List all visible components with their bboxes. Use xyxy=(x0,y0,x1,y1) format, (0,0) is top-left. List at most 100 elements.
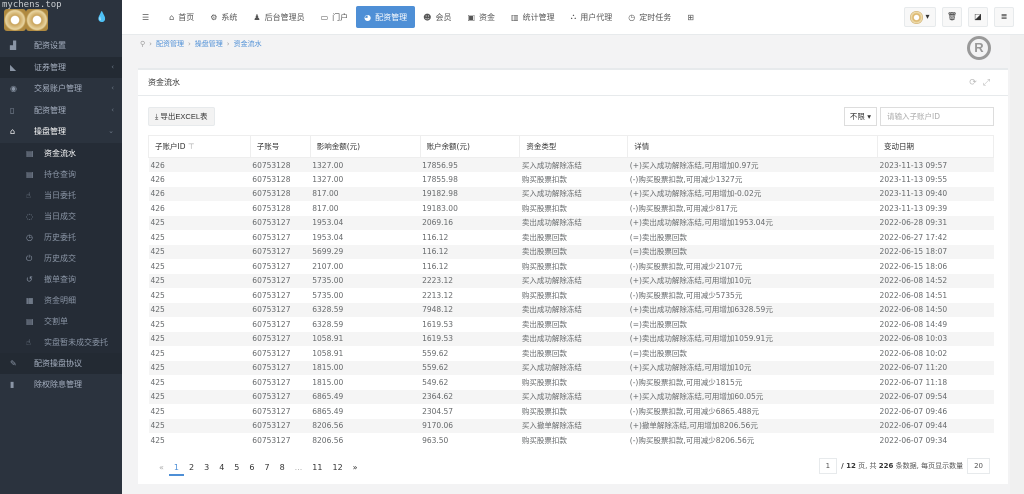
table-row[interactable]: 426 60753128 817.00 19183.00 购买股票扣款 (-)购买股票扣款… xyxy=(149,201,994,216)
submenu-item[interactable]: ◌ 当日成交 xyxy=(0,206,122,227)
nav-item[interactable]: ☻ 会员 xyxy=(423,12,452,22)
user-avatar-dropdown[interactable]: ▾ xyxy=(904,7,936,27)
nav-item[interactable]: ⌂ 首页 xyxy=(169,12,195,22)
column-header[interactable]: 影响金额(元) xyxy=(309,135,421,158)
menu-label: 配资管理 xyxy=(34,105,66,115)
export-excel-button[interactable]: ⤓ 导出EXCEL表 xyxy=(148,107,215,126)
table-cell: 2022-06-08 14:50 xyxy=(877,302,994,317)
menu-toggle-button[interactable]: ☰ xyxy=(134,6,161,28)
table-row[interactable]: 425 60753127 5735.00 2223.12 买入成功解除冻结 (+)买入成功… xyxy=(148,273,994,288)
page-size-input[interactable]: 20 xyxy=(967,458,990,474)
page-button[interactable]: 11 xyxy=(312,463,323,472)
table-row[interactable]: 425 60753127 6865.49 2304.57 购买股票扣款 (-)购买股票扣款… xyxy=(149,404,994,419)
sidebar-item[interactable]: ⌂ 操盘管理 ⌄ xyxy=(0,121,122,143)
nav-item[interactable]: ▥ 统计管理 xyxy=(511,12,555,22)
theme-drop-icon[interactable]: 💧 xyxy=(95,12,108,23)
breadcrumb-item[interactable]: 配资管理 xyxy=(155,40,184,48)
submenu-item[interactable]: ▤ 交割单 xyxy=(0,311,122,332)
page-button[interactable]: 6 xyxy=(249,463,255,472)
table-row[interactable]: 425 60753127 1815.00 559.62 买入成功解除冻结 (+)买入成功解… xyxy=(148,360,994,375)
sidebar-item[interactable]: ▟ 配资设置 xyxy=(0,35,122,57)
submenu-item[interactable]: ☝ 实盘暂未成交委托 xyxy=(0,332,122,353)
table-cell: 116.12 xyxy=(422,261,449,271)
logo xyxy=(4,9,26,31)
nav-item[interactable]: ◕ 配资管理 xyxy=(356,6,416,28)
submenu-item[interactable]: ▤ 资金流水 xyxy=(0,143,122,164)
column-header[interactable]: 资金类型 xyxy=(519,135,629,158)
breadcrumb-item[interactable]: 操盘管理 xyxy=(194,40,223,48)
column-header[interactable]: 账户余额(元) xyxy=(419,135,521,158)
table-row[interactable]: 425 60753127 2107.00 116.12 购买股票扣款 (-)购买股票扣款,… xyxy=(149,259,994,274)
filter-select[interactable]: 不限 ▾ xyxy=(843,107,877,126)
table-row[interactable]: 425 60753127 1058.91 559.62 卖出股票回款 (=)卖出股票回款 2… xyxy=(149,346,994,361)
table-row[interactable]: 426 60753128 817.00 19182.98 买入成功解除冻结 (+)买入成功… xyxy=(148,186,994,201)
table-row[interactable]: 425 60753127 1815.00 549.62 购买股票扣款 (-)购买股票扣款,… xyxy=(149,375,994,390)
submenu-item[interactable]: ▤ 持仓查询 xyxy=(0,164,122,185)
breadcrumb-item[interactable]: 资金流水 xyxy=(233,40,262,48)
table-row[interactable]: 425 60753127 1058.91 1619.53 卖出成功解除冻结 (+)卖出成功… xyxy=(148,331,994,346)
table-row[interactable]: 425 60753127 8206.56 963.50 购买股票扣款 (-)购买股票扣款,… xyxy=(149,433,994,448)
page-jump-input[interactable]: 1 xyxy=(818,458,838,474)
sidebar-item[interactable]: ◉ 交易账户管理 ‹ xyxy=(0,78,122,100)
submenu-item[interactable]: ◷ 历史委托 xyxy=(0,227,122,248)
page-button[interactable]: 3 xyxy=(204,463,210,472)
nav-item[interactable]: ⚙ 系统 xyxy=(210,12,238,22)
fullscreen-button[interactable]: ◪ xyxy=(968,7,988,27)
table-row[interactable]: 425 60753127 5735.00 2213.12 购买股票扣款 (-)购买股票扣款… xyxy=(149,288,994,303)
table-cell: 426 xyxy=(150,203,165,213)
table-row[interactable]: 425 60753127 1953.04 2069.16 卖出成功解除冻结 (+)卖出成功… xyxy=(148,215,994,230)
table-row[interactable]: 425 60753127 1953.04 116.12 卖出股票回款 (=)卖出股票回款 2… xyxy=(149,230,994,245)
table-row[interactable]: 426 60753128 1327.00 17855.98 购买股票扣款 (-)购买股票扣… xyxy=(149,172,994,187)
page-button[interactable]: 12 xyxy=(332,463,343,472)
next-page-button[interactable]: » xyxy=(352,463,358,472)
column-header[interactable]: 子账号 xyxy=(249,135,311,158)
column-header[interactable]: 变动日期 xyxy=(877,135,994,158)
table-row[interactable]: 425 60753127 6328.59 7948.12 卖出成功解除冻结 (+)卖出成功… xyxy=(148,302,994,317)
settings-panel-button[interactable]: ≣ xyxy=(994,7,1014,27)
filter-icon[interactable]: ⊤ xyxy=(187,142,195,151)
nav-item[interactable]: ◷ 定时任务 xyxy=(628,12,672,22)
table-row[interactable]: 425 60753127 5699.29 116.12 卖出股票回款 (=)卖出股票回款 2… xyxy=(148,244,994,259)
refresh-icon[interactable]: ⟳ xyxy=(969,78,983,88)
page-button[interactable]: 8 xyxy=(279,463,285,472)
table-row[interactable]: 426 60753128 1327.00 17856.95 买入成功解除冻结 (+)买入成… xyxy=(148,157,994,172)
fullscreen-icon[interactable]: ⤢ xyxy=(982,78,996,88)
table-cell: 425 xyxy=(150,406,165,416)
column-header[interactable]: 子账户ID ⊤ xyxy=(148,135,251,158)
table-row[interactable]: 425 60753127 8206.56 9170.06 买入撤单解除冻结 (+)撤单解除… xyxy=(148,418,994,433)
page-button[interactable]: 5 xyxy=(234,463,240,472)
page-button[interactable]: ... xyxy=(294,463,303,472)
table-cell: 60753127 xyxy=(252,232,291,242)
page-scrollbar[interactable] xyxy=(1010,35,1024,494)
column-header[interactable]: 详情 xyxy=(627,135,879,158)
prev-page-button[interactable]: « xyxy=(159,463,164,472)
grid-icon: ⊞ xyxy=(687,12,694,22)
table-cell: 425 xyxy=(148,273,251,288)
table-cell: 卖出股票回款 xyxy=(521,348,567,358)
submenu-item[interactable]: ⏻ 历史成交 xyxy=(0,248,122,269)
nav-item[interactable]: ⛬ 用户代理 xyxy=(570,12,613,22)
table-row[interactable]: 425 60753127 6328.59 1619.53 卖出股票回款 (=)卖出股票回款… xyxy=(149,317,994,332)
submenu-item[interactable]: ↺ 撤单查询 xyxy=(0,269,122,290)
sidebar-item[interactable]: ✎ 配资操盘协议 xyxy=(0,352,122,374)
page-button[interactable]: 4 xyxy=(219,463,225,472)
sidebar-item[interactable]: ◣ 证券管理 ‹ xyxy=(0,56,122,78)
nav-item[interactable]: ▭ 门户 xyxy=(320,12,349,22)
clear-cache-button[interactable]: 🗑 xyxy=(942,7,962,27)
sub-account-id-search-input[interactable] xyxy=(880,107,994,126)
page-button[interactable]: 1 xyxy=(168,460,184,476)
table-cell: 6328.59 xyxy=(312,319,344,329)
table-row[interactable]: 425 60753127 6865.49 2364.62 买入成功解除冻结 (+)买入成功… xyxy=(148,389,994,404)
submenu-item[interactable]: ☝ 当日委托 xyxy=(0,185,122,206)
page-button[interactable]: 7 xyxy=(264,463,270,472)
table-cell: 19183.00 xyxy=(422,203,458,213)
apps-button[interactable]: ⊞ xyxy=(679,6,706,28)
nav-item[interactable]: ▣ 资金 xyxy=(467,12,496,22)
table-cell: 425 xyxy=(150,377,165,387)
nav-item[interactable]: ♟ 后台管理员 xyxy=(253,12,305,22)
table-cell: 8206.56 xyxy=(312,435,344,445)
sidebar-item[interactable]: ▮ 除权除息管理 xyxy=(0,374,122,396)
sidebar-item[interactable]: ▯ 配资管理 ‹ xyxy=(0,100,122,122)
page-button[interactable]: 2 xyxy=(189,463,195,472)
submenu-item[interactable]: ▦ 资金明细 xyxy=(0,290,122,311)
